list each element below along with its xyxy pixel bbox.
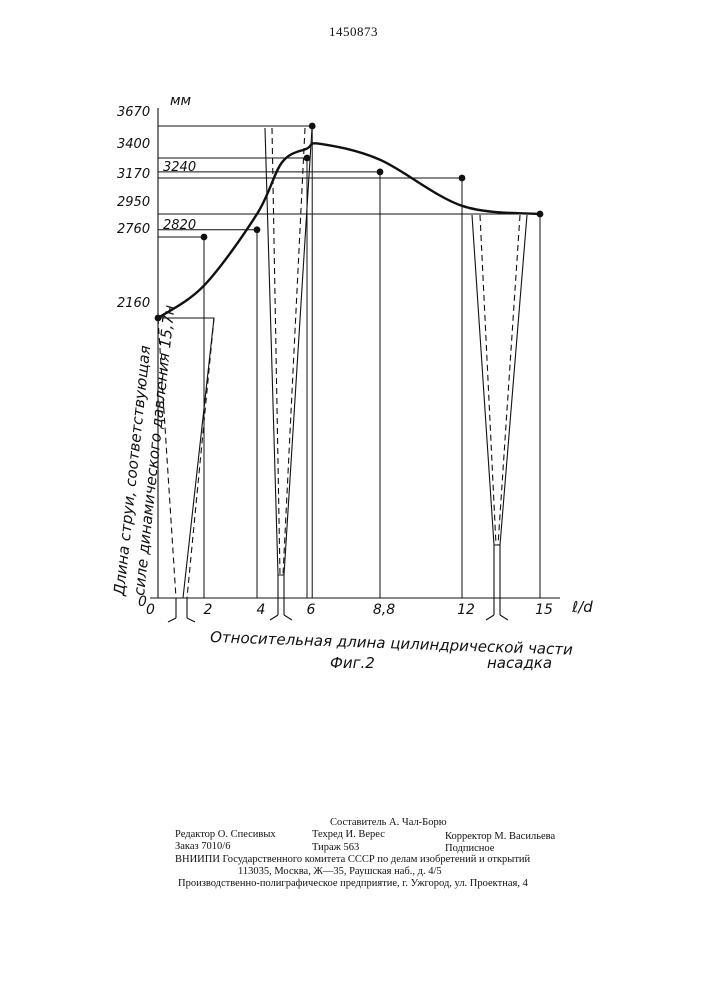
data-point — [459, 175, 466, 182]
y-tick-label: 3170 — [117, 167, 150, 182]
x-unit-label: ℓ/d — [571, 598, 593, 616]
point-value-label: 2820 — [163, 218, 196, 233]
figure-label: Фиг.2 — [330, 654, 375, 672]
y-tick-label: 2160 — [117, 296, 150, 311]
y-tick-label: 2950 — [117, 195, 150, 210]
x-axis-title-line2: насадка — [487, 654, 552, 672]
imprint-address: 113035, Москва, Ж—35, Раушская наб., д. … — [238, 866, 442, 878]
data-point — [254, 226, 261, 233]
x-tick-label: 6 — [307, 602, 316, 618]
y-tick-label: 2760 — [117, 222, 150, 237]
data-point — [537, 211, 544, 218]
imprint-compiler: Составитель А. Чал-Борю — [330, 817, 447, 829]
x-tick-label: 4 — [257, 602, 266, 618]
data-point — [377, 169, 384, 176]
data-point — [309, 123, 316, 130]
series-line — [158, 143, 540, 318]
x-tick-label: 2 — [204, 602, 213, 618]
y-unit-label: мм — [170, 93, 192, 109]
data-point — [304, 155, 311, 162]
data-point — [201, 234, 208, 241]
imprint-techred: Техред И. Верес — [312, 829, 385, 841]
y-tick-label: 3670 — [117, 105, 150, 120]
imprint-printing: Производственно-полиграфическое предприя… — [178, 878, 528, 890]
x-tick-label: 8,8 — [373, 602, 395, 618]
imprint-corrector: Корректор М. Васильева — [445, 831, 555, 843]
jet-cone-3 — [472, 215, 527, 620]
x-tick-label: 12 — [457, 602, 475, 618]
imprint-vniipi: ВНИИПИ Государственного комитета СССР по… — [175, 854, 530, 866]
point-value-label: 3240 — [163, 160, 196, 175]
x-tick-label: 15 — [535, 602, 553, 618]
y-tick-label: 3400 — [117, 137, 150, 152]
jet-cone-2 — [265, 128, 312, 620]
imprint-order: Заказ 7010/6 — [175, 841, 230, 853]
imprint-editor: Редактор О. Спесивых — [175, 829, 276, 841]
x-tick-label: 0 — [146, 602, 155, 618]
jet-length-chart: 02468,8121502160276029503170340036702820… — [0, 0, 707, 700]
imprint-circulation: Тираж 563 — [312, 842, 359, 854]
